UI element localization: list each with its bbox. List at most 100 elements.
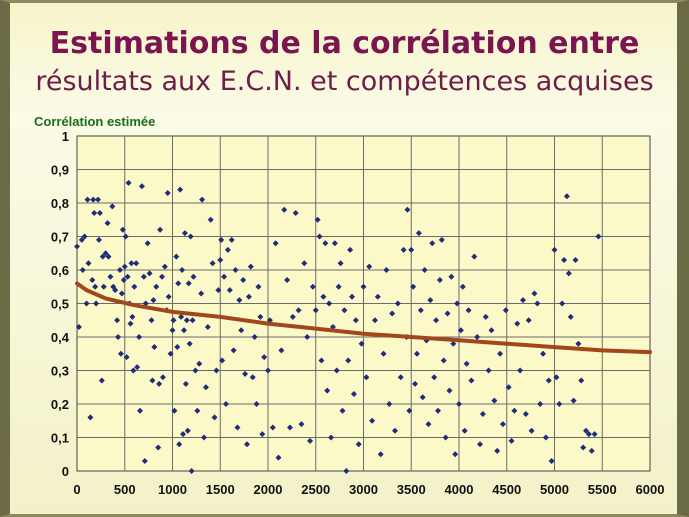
- data-point: [230, 347, 237, 354]
- data-point: [324, 387, 331, 394]
- data-point: [186, 340, 193, 347]
- data-point: [249, 374, 256, 381]
- data-point: [438, 236, 445, 243]
- data-point: [153, 283, 160, 290]
- data-point: [450, 340, 457, 347]
- data-point: [184, 427, 191, 434]
- data-point: [138, 183, 145, 190]
- data-point: [578, 377, 585, 384]
- data-point: [545, 377, 552, 384]
- data-point: [429, 240, 436, 247]
- data-point: [269, 424, 276, 431]
- data-point: [471, 253, 478, 260]
- data-point: [548, 457, 555, 464]
- data-point: [91, 210, 98, 217]
- data-point: [329, 323, 336, 330]
- data-point: [116, 267, 123, 273]
- slide-title-line1: Estimations de la corrélation entre: [49, 26, 640, 61]
- data-point: [199, 196, 206, 203]
- data-point: [583, 427, 590, 434]
- trend-line: [75, 281, 652, 355]
- data-point: [161, 263, 168, 270]
- data-point: [542, 434, 549, 441]
- data-point: [149, 377, 156, 384]
- data-point: [104, 220, 111, 227]
- data-point: [369, 417, 376, 424]
- data-point: [207, 216, 214, 223]
- data-point: [222, 401, 229, 407]
- data-point: [360, 283, 367, 290]
- data-point: [202, 384, 209, 391]
- data-point: [341, 307, 348, 314]
- data-point: [591, 431, 598, 438]
- data-point: [190, 273, 197, 280]
- data-point: [540, 350, 547, 357]
- data-point: [129, 313, 136, 320]
- y-tick-labels: 0 0,1 0,2 0,3 0,4 0,5 0,6 0,7 0,8 0,9 1: [51, 129, 70, 479]
- data-point: [140, 273, 147, 280]
- data-point: [257, 313, 264, 320]
- data-point: [371, 317, 378, 324]
- data-point: [575, 340, 582, 347]
- data-point: [497, 350, 504, 357]
- data-point: [386, 401, 393, 407]
- data-point: [588, 447, 595, 454]
- data-point: [347, 246, 354, 253]
- data-point: [322, 240, 329, 247]
- x-tick-label: 0: [73, 482, 80, 497]
- data-point: [488, 327, 495, 334]
- data-point: [556, 401, 563, 407]
- data-point: [245, 293, 252, 300]
- data-point: [137, 407, 144, 414]
- data-point: [105, 253, 112, 260]
- data-point: [174, 344, 181, 351]
- data-point: [406, 407, 413, 414]
- data-point: [454, 300, 461, 307]
- data-point: [427, 297, 434, 304]
- data-point: [182, 380, 189, 387]
- data-point: [165, 293, 172, 300]
- data-point: [456, 401, 462, 407]
- data-point: [434, 407, 441, 414]
- data-point: [177, 186, 184, 193]
- data-point: [343, 468, 350, 474]
- data-point: [122, 233, 129, 240]
- data-point: [123, 354, 130, 361]
- y-tick-label: 0,6: [51, 263, 69, 278]
- data-point: [192, 367, 199, 374]
- data-point: [187, 233, 194, 240]
- data-point: [292, 210, 299, 217]
- data-point: [180, 327, 187, 334]
- x-tick-label: 1500: [206, 482, 235, 497]
- data-point: [446, 387, 453, 394]
- data-point: [514, 320, 521, 327]
- data-point: [87, 414, 94, 421]
- data-point: [242, 370, 249, 377]
- data-point: [120, 277, 127, 284]
- data-point: [181, 230, 188, 237]
- data-point: [141, 457, 148, 464]
- data-point: [502, 307, 509, 314]
- data-point: [75, 323, 82, 330]
- data-point: [243, 441, 250, 448]
- data-point: [459, 283, 466, 290]
- data-point: [528, 427, 535, 434]
- data-point: [100, 283, 107, 290]
- data-point: [494, 447, 501, 454]
- y-tick-label: 0,2: [51, 397, 69, 412]
- data-point: [78, 236, 85, 243]
- data-point: [316, 233, 323, 240]
- data-point: [180, 431, 187, 438]
- data-point: [146, 270, 153, 277]
- y-tick-label: 0,4: [51, 330, 70, 345]
- data-point: [144, 240, 151, 247]
- data-point: [517, 367, 524, 374]
- data-point: [570, 397, 577, 404]
- data-point: [350, 390, 357, 397]
- data-point: [482, 313, 489, 320]
- data-point: [209, 260, 216, 267]
- data-point: [352, 317, 359, 324]
- data-point: [194, 407, 201, 414]
- x-tick-label: 1000: [158, 482, 187, 497]
- data-point: [465, 307, 472, 314]
